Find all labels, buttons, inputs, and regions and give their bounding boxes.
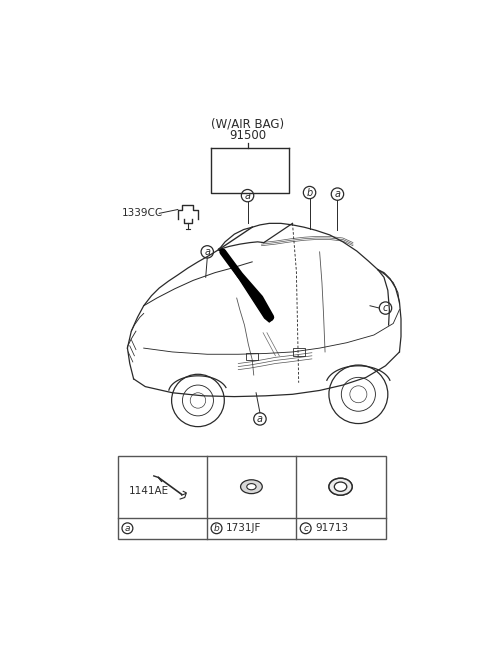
Ellipse shape	[335, 482, 347, 491]
Text: b: b	[214, 524, 219, 533]
Text: a: a	[125, 524, 130, 533]
Text: (W/AIR BAG): (W/AIR BAG)	[211, 118, 284, 131]
Bar	[118, 456, 385, 539]
Text: 1141AE: 1141AE	[129, 485, 169, 496]
Bar	[292, 348, 305, 356]
Text: a: a	[244, 191, 251, 200]
Polygon shape	[218, 248, 272, 322]
Bar	[246, 353, 258, 360]
Ellipse shape	[240, 479, 262, 494]
Text: c: c	[383, 303, 388, 313]
Ellipse shape	[247, 483, 256, 490]
Text: a: a	[335, 189, 340, 199]
Text: c: c	[303, 524, 308, 533]
Text: 91713: 91713	[315, 523, 348, 533]
Text: 1339CC: 1339CC	[122, 208, 163, 218]
Text: a: a	[204, 247, 210, 257]
Text: a: a	[257, 414, 263, 424]
Ellipse shape	[329, 478, 352, 495]
Text: 1731JF: 1731JF	[226, 523, 261, 533]
Text: b: b	[306, 187, 312, 198]
Text: 91500: 91500	[229, 129, 266, 141]
